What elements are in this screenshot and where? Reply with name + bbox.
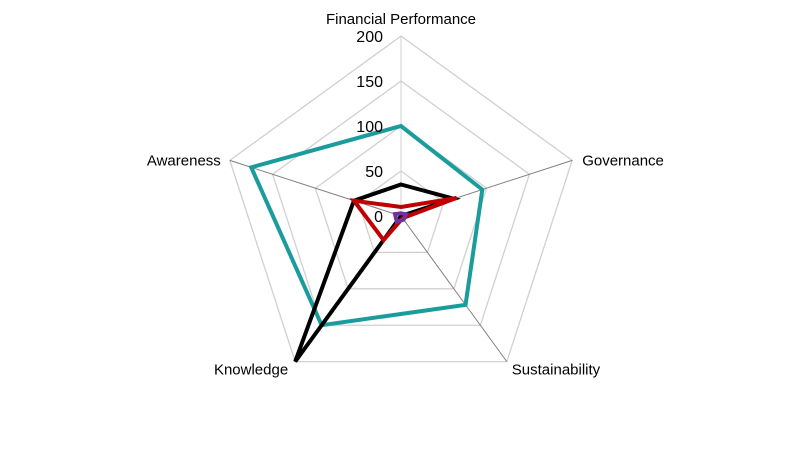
tick-label-0: 0 (374, 209, 383, 226)
spoke-2 (400, 215, 508, 362)
spoke-4 (229, 159, 402, 217)
tick-label-200: 200 (356, 29, 383, 46)
tick-label-50: 50 (365, 164, 383, 181)
axis-label-1: Governance (582, 152, 664, 169)
grid-ring-150 (271, 80, 531, 326)
grid-ring-100 (314, 125, 488, 290)
axis-label-4: Awareness (147, 152, 221, 169)
series-line-2 (293, 182, 462, 363)
series-line-3 (349, 195, 458, 244)
axis-label-0: Financial Performance (326, 11, 476, 28)
grid-ring-200 (229, 35, 573, 363)
axis-label-2: Sustainability (512, 362, 601, 379)
axis-label-3: Knowledge (214, 362, 288, 379)
series-line-1 (248, 123, 485, 328)
tick-label-100: 100 (356, 119, 383, 136)
radar-series (248, 123, 485, 363)
tick-label-150: 150 (356, 74, 383, 91)
series-line-4 (392, 211, 410, 225)
